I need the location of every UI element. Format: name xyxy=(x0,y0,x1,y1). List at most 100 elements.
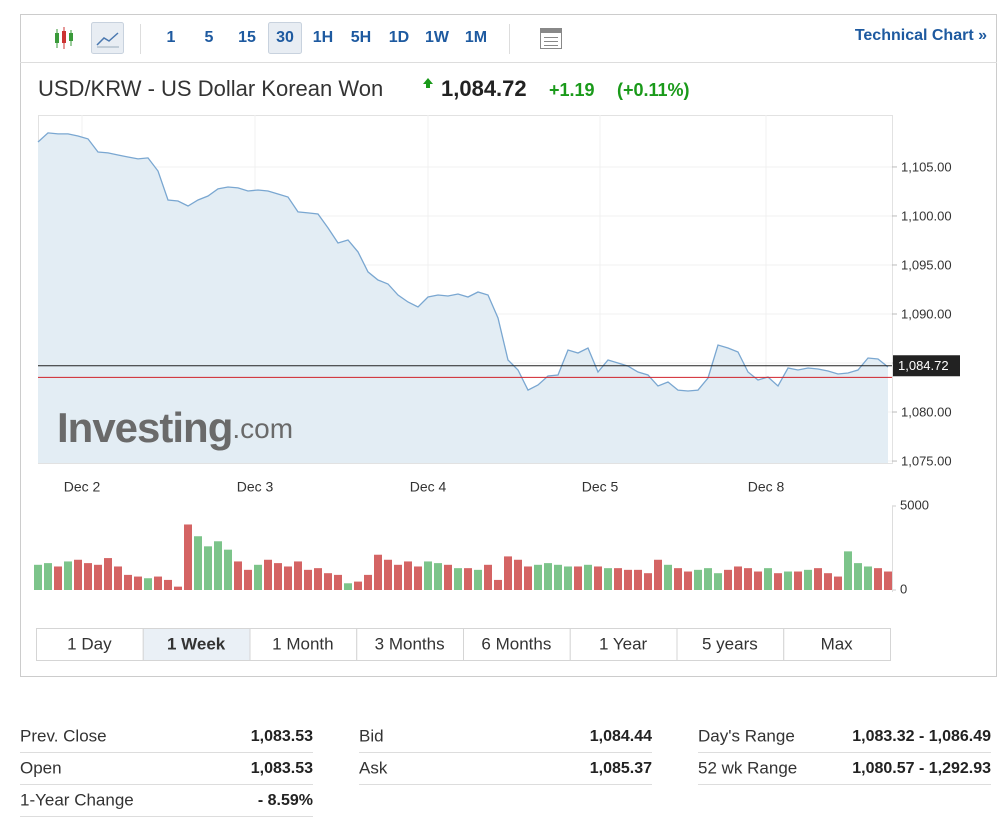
volume-bar xyxy=(884,571,892,590)
volume-bar xyxy=(754,571,762,590)
stat-value: 1,083.32 - 1,086.49 xyxy=(852,728,991,745)
price-change-percent: (+0.11%) xyxy=(617,80,690,100)
interval-button[interactable]: 1H xyxy=(313,29,333,46)
volume-bar xyxy=(234,561,242,590)
interval-active-bg xyxy=(268,22,302,54)
range-button[interactable] xyxy=(356,628,464,661)
stat-value: - 8.59% xyxy=(258,792,313,809)
volume-bar xyxy=(34,564,42,590)
volume-bar xyxy=(554,564,562,590)
x-tick-label: Dec 3 xyxy=(237,479,274,495)
x-tick-label: Dec 5 xyxy=(582,479,619,495)
volume-bar xyxy=(834,576,842,590)
volume-bar xyxy=(84,563,92,590)
range-button[interactable] xyxy=(569,628,678,661)
volume-bar xyxy=(334,574,342,590)
volume-bar xyxy=(524,566,532,590)
interval-button[interactable]: 1D xyxy=(389,29,409,46)
range-label[interactable]: 6 Months xyxy=(481,634,551,653)
volume-bar xyxy=(94,564,102,590)
range-label[interactable]: 1 Year xyxy=(599,634,648,653)
range-label[interactable]: 1 Week xyxy=(167,634,226,653)
volume-bar xyxy=(104,558,112,590)
volume-bar xyxy=(194,536,202,590)
interval-button[interactable]: 5 xyxy=(205,29,214,46)
volume-bar xyxy=(844,551,852,590)
line-chart-icon[interactable] xyxy=(91,22,124,54)
area xyxy=(38,132,888,463)
y-tick-label: 1,080.00 xyxy=(901,404,952,419)
volume-chart: 0 5000 xyxy=(34,497,929,596)
volume-bar xyxy=(404,561,412,590)
interval-button[interactable]: 5H xyxy=(351,29,371,46)
range-button[interactable] xyxy=(463,628,571,661)
interval-button[interactable]: 15 xyxy=(238,29,256,46)
stats-table: Prev. Close 1,083.53 Open 1,083.53 1-Year Ch… xyxy=(20,726,991,817)
volume-bar xyxy=(74,559,82,590)
interval-button[interactable]: 1W xyxy=(425,29,450,46)
price-tag-label: 1,084.72 xyxy=(898,358,949,373)
volume-bar xyxy=(364,574,372,590)
watermark-suffix: .com xyxy=(232,413,293,444)
technical-chart-link[interactable]: Technical Chart » xyxy=(855,27,987,44)
volume-bar xyxy=(464,568,472,590)
volume-bar xyxy=(764,568,772,590)
volume-bar xyxy=(374,554,382,590)
range-label[interactable]: 1 Month xyxy=(272,634,333,653)
volume-bar xyxy=(284,566,292,590)
volume-bar xyxy=(814,568,822,590)
volume-bar xyxy=(874,568,882,590)
watermark-brand: Investing xyxy=(57,404,232,451)
range-selector: 1 Day 1 Week 1 Month 3 Months 6 Months 1 Year… xyxy=(36,628,891,661)
volume-bar xyxy=(684,571,692,590)
x-tick-label: Dec 4 xyxy=(410,479,447,495)
range-button[interactable] xyxy=(249,628,358,661)
volume-bar xyxy=(514,559,522,590)
interval-button[interactable]: 1M xyxy=(465,29,487,46)
price-line xyxy=(37,132,889,392)
range-label[interactable]: 3 Months xyxy=(375,634,445,653)
y-tick-label: 1,105.00 xyxy=(901,159,952,174)
volume-bar xyxy=(224,549,232,590)
volume-bar xyxy=(214,541,222,590)
volume-bar xyxy=(574,566,582,590)
stat-label: Prev. Close xyxy=(20,726,107,745)
candlestick-icon[interactable] xyxy=(55,27,73,49)
range-label[interactable]: 5 years xyxy=(702,634,758,653)
volume-bar xyxy=(604,568,612,590)
volume-bar xyxy=(414,566,422,590)
volume-bar xyxy=(664,564,672,590)
range-label[interactable]: Max xyxy=(821,634,854,653)
volume-bar xyxy=(354,581,362,590)
price-tag xyxy=(893,355,960,377)
volume-bar xyxy=(594,566,602,590)
up-arrow-icon xyxy=(423,78,433,88)
stat-label: Day's Range xyxy=(698,726,795,745)
volume-bar xyxy=(44,563,52,590)
interval-button[interactable]: 30 xyxy=(276,29,294,46)
x-tick-label: Dec 2 xyxy=(64,479,101,495)
volume-bar xyxy=(864,566,872,590)
y-tick-label: 1,090.00 xyxy=(901,306,952,321)
volume-bar xyxy=(734,566,742,590)
range-button[interactable] xyxy=(142,628,251,661)
volume-bar xyxy=(794,571,802,590)
range-label[interactable]: 1 Day xyxy=(67,634,112,653)
table-icon[interactable] xyxy=(540,28,562,49)
interval-button[interactable]: 1 xyxy=(167,29,176,46)
y-tick-label: 1,100.00 xyxy=(901,208,952,223)
range-button[interactable] xyxy=(783,628,891,661)
volume-bar xyxy=(114,566,122,590)
volume-bar xyxy=(494,579,502,590)
volume-bar xyxy=(254,564,262,590)
volume-bar xyxy=(714,573,722,590)
volume-bar xyxy=(154,576,162,590)
volume-bar xyxy=(694,569,702,590)
price-chart: 1,075.001,080.001,085.001,090.001,095.00… xyxy=(37,115,960,495)
y-tick-label: 0 xyxy=(900,581,907,596)
range-button[interactable] xyxy=(36,628,144,661)
volume-bar xyxy=(654,559,662,590)
volume-bar xyxy=(344,583,352,590)
range-button[interactable] xyxy=(676,628,785,661)
